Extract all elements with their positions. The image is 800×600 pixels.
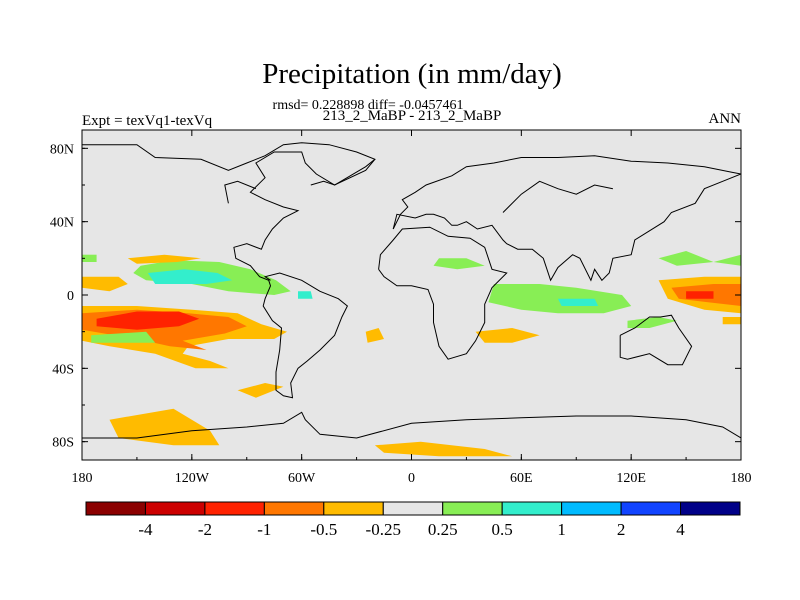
colorbar-label: 1 [557, 520, 566, 539]
x-tick-label: 0 [408, 471, 415, 486]
colorbar-label: -0.5 [310, 520, 337, 539]
x-tick-label: 120W [175, 471, 210, 486]
region-north-pacific-west-wet [82, 254, 97, 262]
x-tick-label: 60W [288, 471, 316, 486]
coastline-6 [310, 158, 376, 186]
stats-line: rmsd= 0.228898 diff= -0.0457461 [273, 98, 464, 113]
x-tick-label: 120E [616, 471, 646, 486]
colorbar-label: -2 [198, 520, 212, 539]
colorbar-swatch [382, 501, 444, 516]
region-southeast-pacific-dry [109, 408, 220, 446]
colorbar-swatch [85, 501, 146, 516]
colorbar-swatch [263, 501, 325, 516]
region-north-pacific-wet-core [147, 269, 233, 284]
colorbar-swatch [442, 501, 503, 516]
colorbar-label: 0.5 [492, 520, 513, 539]
region-north-pacific-dry-rim [127, 254, 201, 264]
coastline-3 [392, 173, 741, 282]
x-tick-label: 180 [731, 471, 752, 486]
subtitle-center: 213_2_MaBP - 213_2_MaBP [323, 108, 502, 124]
coastline-7 [224, 180, 257, 204]
y-tick-label: 80S [52, 436, 74, 451]
coastline-4 [619, 314, 693, 366]
colorbar-swatch [620, 501, 682, 516]
region-east-pacific-wet-north [713, 254, 741, 266]
colorbar-label: -1 [257, 520, 271, 539]
region-west-pacific-wet-north [658, 251, 714, 266]
colorbar-swatch [561, 501, 622, 516]
coastline-8 [502, 180, 613, 213]
colorbar-swatch [144, 501, 206, 516]
colorbar: -4 -2 -1 -0.5 -0.25 0.25 0.5 1 2 4 [85, 501, 741, 539]
y-tick-label: 80N [50, 142, 74, 157]
label-right: ANN [709, 111, 742, 127]
region-east-pacific-dry-south [722, 317, 741, 325]
label-left: Expt = texVq1-texVq [82, 113, 213, 129]
region-arabian-sea-wet [433, 258, 485, 270]
colorbar-swatch [323, 501, 384, 516]
anomaly-regions [82, 251, 741, 457]
colorbar-label: 0.25 [428, 520, 458, 539]
region-southern-ocean-dry [374, 441, 513, 457]
y-tick-label: 0 [67, 289, 74, 304]
x-tick-label: 180 [72, 471, 93, 486]
colorbar-label: 4 [676, 520, 685, 539]
coastline-0 [82, 142, 376, 399]
coastline-1 [392, 155, 741, 230]
coastline-5 [82, 411, 741, 439]
chart-title: Precipitation (in mm/day) [262, 58, 562, 90]
region-indian-ocean-wet-core [557, 298, 599, 306]
colorbar-swatch [204, 501, 265, 516]
region-south-pacific-wet [627, 317, 677, 328]
map-background [82, 130, 741, 460]
axes: 180 120W 60W 0 60E 120E 180 80N 40N 0 40S 80S [50, 130, 752, 486]
colorbar-swatch [501, 501, 563, 516]
y-tick-label: 40S [52, 362, 74, 377]
region-indian-dry [475, 328, 540, 343]
x-tick-label: 60E [510, 471, 533, 486]
region-south-atlantic-dry [365, 328, 384, 343]
region-south-america-dry [237, 383, 284, 398]
coastline-2 [378, 226, 508, 360]
colorbar-label: 2 [617, 520, 626, 539]
region-north-pacific-east-dry [82, 276, 128, 292]
region-south-atlantic-wet [91, 331, 156, 343]
colorbar-swatch [680, 501, 741, 516]
colorbar-label: -0.25 [366, 520, 401, 539]
region-south-pacific-band-peak [96, 311, 200, 330]
region-west-pacific-dry-peak [686, 291, 714, 299]
colorbar-label: -4 [138, 520, 153, 539]
y-tick-label: 40N [50, 216, 74, 231]
coastlines [82, 142, 741, 439]
region-central-america-wet [298, 291, 313, 299]
